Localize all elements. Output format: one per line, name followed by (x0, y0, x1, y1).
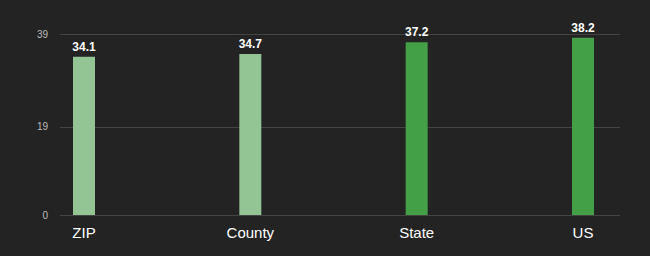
svg-text:County: County (227, 224, 275, 241)
svg-text:34.1: 34.1 (72, 40, 96, 54)
svg-text:19: 19 (37, 121, 49, 132)
svg-text:State: State (399, 224, 434, 241)
svg-text:39: 39 (37, 29, 49, 40)
svg-text:0: 0 (42, 210, 48, 221)
svg-text:38.2: 38.2 (571, 21, 595, 35)
svg-text:34.7: 34.7 (239, 37, 263, 51)
svg-text:37.2: 37.2 (405, 25, 429, 39)
svg-text:US: US (573, 224, 594, 241)
svg-text:ZIP: ZIP (72, 224, 95, 241)
